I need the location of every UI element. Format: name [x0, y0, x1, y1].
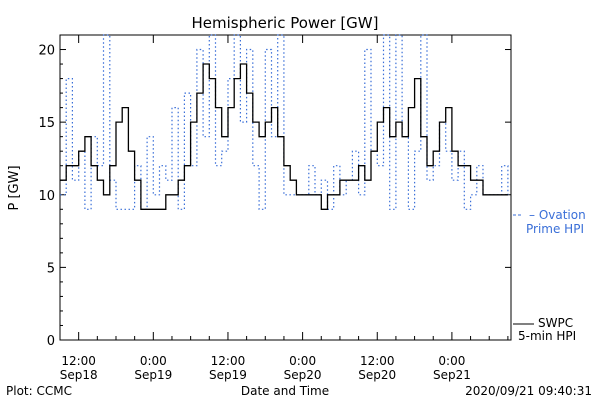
y-axis: 0 5 10 15 20 [38, 34, 511, 349]
y-tick-label: 0 [47, 334, 55, 349]
x-tick-time-label: 0:00 [438, 354, 465, 368]
x-axis: 12:00Sep180:00Sep1912:00Sep190:00Sep2012… [60, 35, 509, 382]
x-tick-time-label: 12:00 [61, 354, 96, 368]
x-tick-time-label: 0:00 [289, 354, 316, 368]
y-tick-label: 10 [38, 189, 55, 204]
plot-frame [59, 34, 512, 341]
y-axis-label: P [GW] [7, 165, 22, 210]
chart-title: Hemispheric Power [GW] [192, 14, 379, 32]
y-tick-label: 15 [38, 116, 55, 131]
swpc-legend-label-1: SWPC [538, 316, 573, 330]
x-tick-date-label: Sep19 [209, 368, 247, 382]
x-axis-label: Date and Time [241, 384, 329, 398]
x-tick-date-label: Sep20 [358, 368, 396, 382]
swpc-legend-label-2: 5-min HPI [518, 329, 576, 343]
y-tick-label: 5 [47, 261, 55, 276]
plot-timestamp: 2020/09/21 09:40:31 [465, 384, 592, 398]
ovation-legend-label-1: – Ovation [529, 208, 586, 222]
ovation-legend-label-2: Prime HPI [526, 222, 584, 236]
x-tick-date-label: Sep20 [284, 368, 322, 382]
plot-credit: Plot: CCMC [6, 384, 72, 398]
series-layer [60, 34, 509, 210]
y-tick-label: 20 [38, 44, 55, 59]
x-tick-time-label: 0:00 [140, 354, 167, 368]
swpc-series-line [60, 63, 508, 210]
x-tick-date-label: Sep18 [60, 368, 98, 382]
x-tick-date-label: Sep21 [433, 368, 471, 382]
x-tick-time-label: 12:00 [360, 354, 395, 368]
x-tick-date-label: Sep19 [134, 368, 172, 382]
x-tick-time-label: 12:00 [211, 354, 246, 368]
